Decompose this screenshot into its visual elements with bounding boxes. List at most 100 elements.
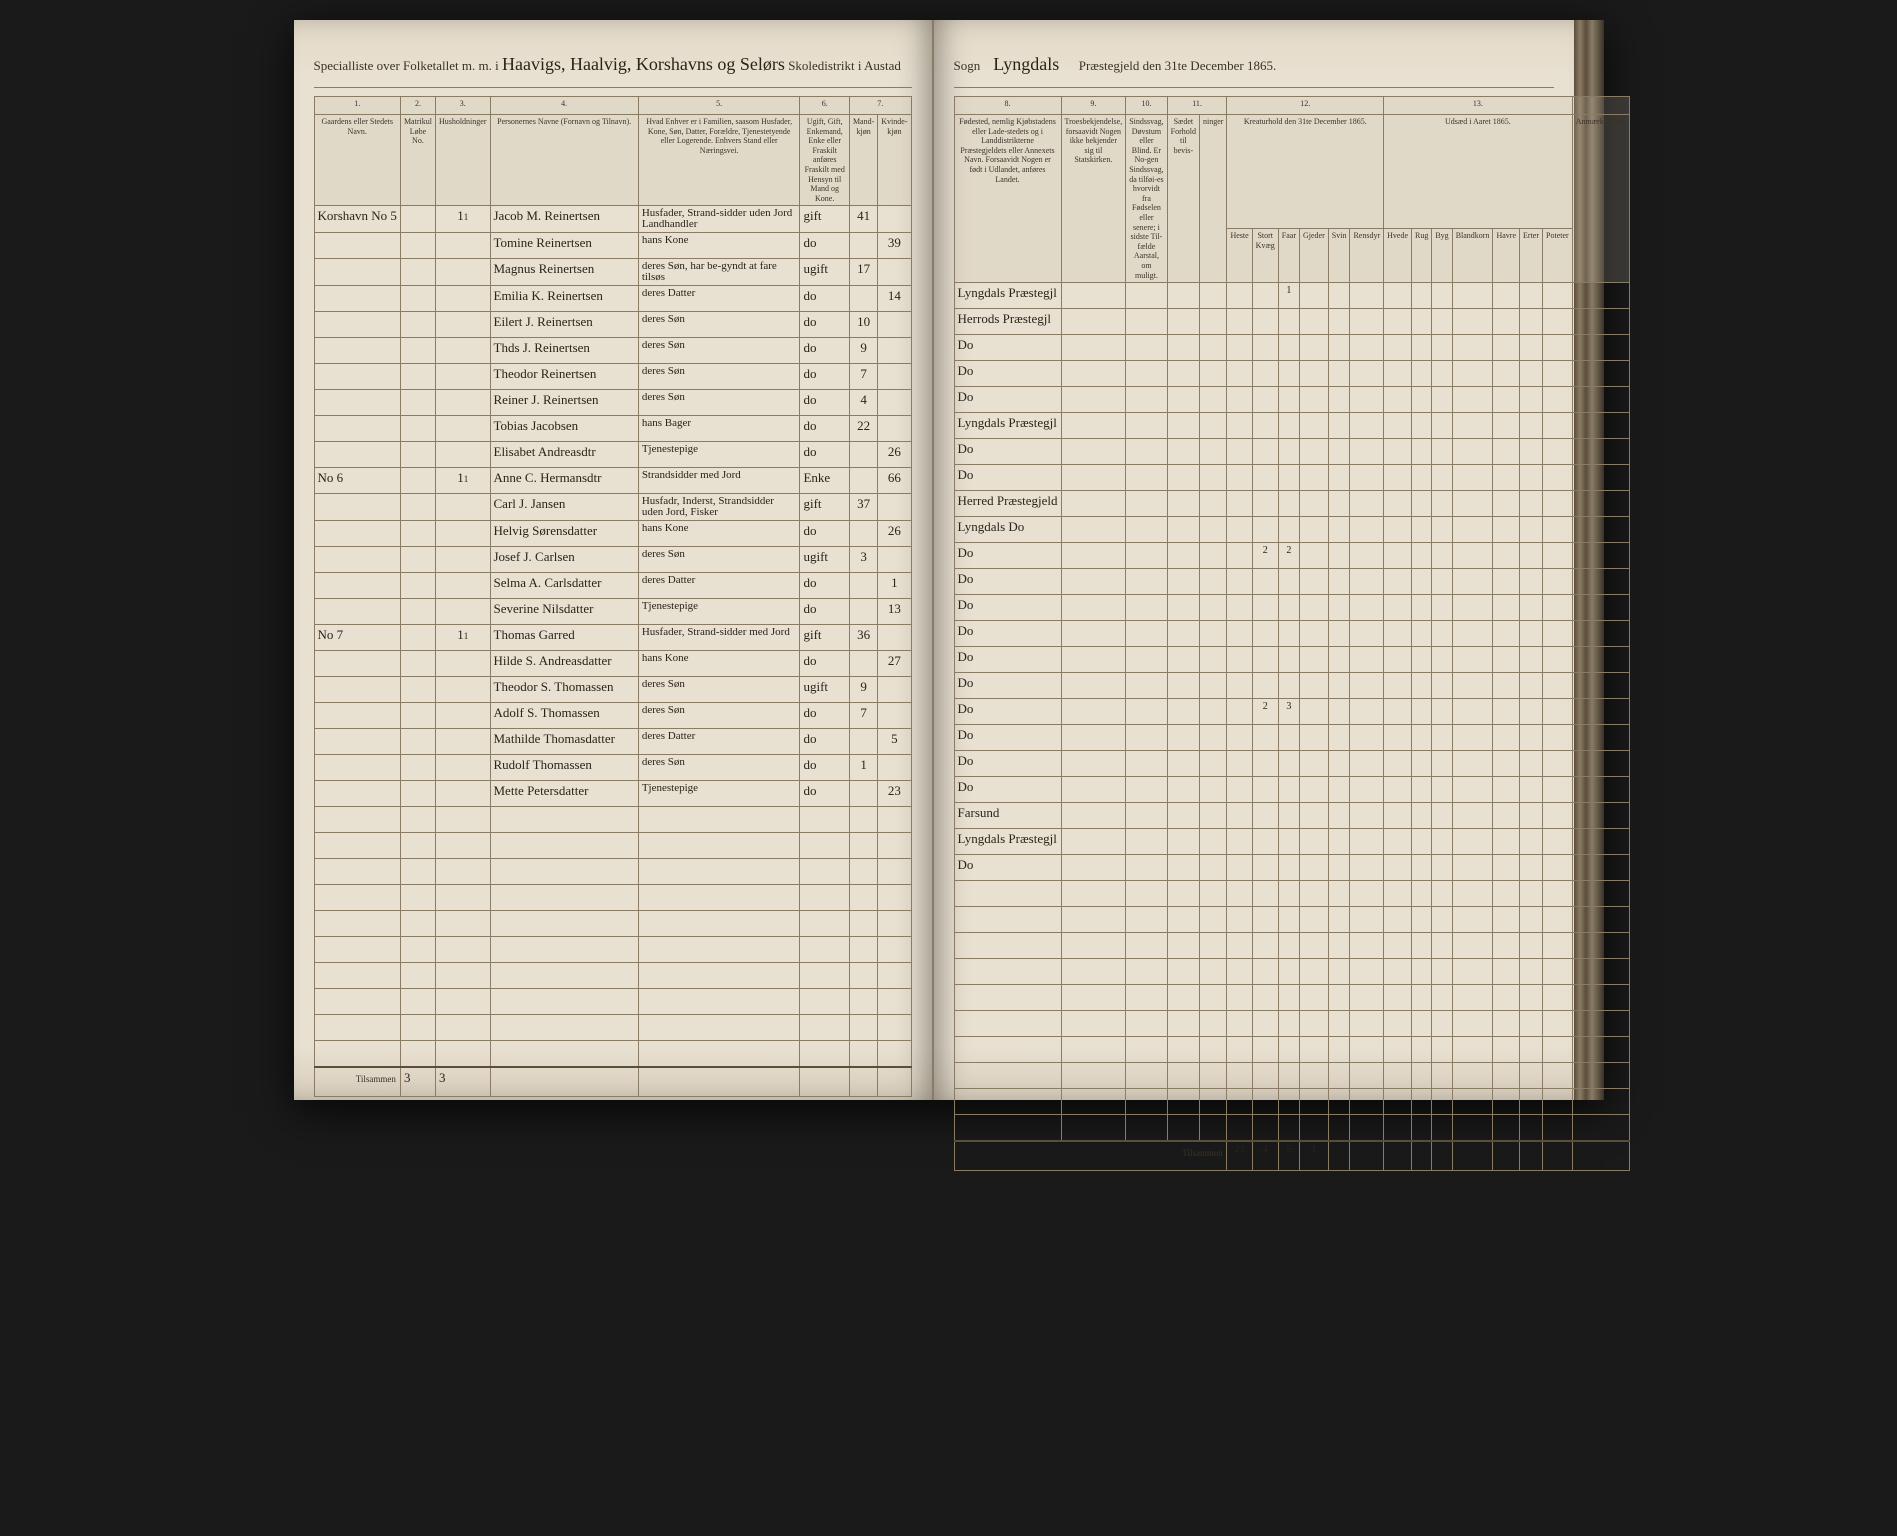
cell-gift: do [800,364,849,390]
c12-4: Svin [1328,229,1350,283]
cell-aldk: 13 [878,599,911,625]
cell-navn: Eilert J. Reinertsen [490,312,638,338]
cell-fsted: Lyngdals Do [954,517,1061,543]
cell-c12-5 [1350,569,1384,595]
table-row: Do [954,751,1629,777]
cell-11b [1200,543,1227,569]
cell-fsted: Farsund [954,803,1061,829]
c12-3: Gjeder [1300,229,1329,283]
cell-fsted: Do [954,335,1061,361]
cell-aldm [849,599,877,625]
cell-sted [314,547,400,573]
left-header: Specialliste over Folketallet m. m. i Ha… [314,50,912,88]
t12-3: 1 [1300,1141,1329,1171]
cell-11b [1200,595,1227,621]
cell-hh [435,259,490,286]
table-row: Herrods Præstegjl [954,309,1629,335]
cell-c12-0 [1227,543,1252,569]
cell-sinds [1126,621,1167,647]
table-row: Theodor Reinertsenderes Søndo7 [314,364,911,390]
cell-11b [1200,751,1227,777]
cell-troes [1061,543,1126,569]
cell-troes [1061,491,1126,517]
cell-c12-1 [1252,673,1278,699]
cell-c12-4 [1328,673,1350,699]
cell-c12-1 [1252,803,1278,829]
cell-stand: deres Søn [638,547,800,573]
cell-c12-5 [1350,829,1384,855]
table-row: Lyngdals Præstegjl [954,413,1629,439]
cell-gift: do [800,390,849,416]
table-row: Reiner J. Reinertsenderes Søndo4 [314,390,911,416]
c13-1: Rug [1412,229,1432,283]
cell-troes [1061,621,1126,647]
cell-troes [1061,569,1126,595]
cell-c12-0 [1227,725,1252,751]
cell-11b [1200,413,1227,439]
cell-stand: deres Søn [638,312,800,338]
cell-hh [435,286,490,312]
col3-h: Husholdninger [435,115,490,206]
col3-num: 3. [435,97,490,115]
cell-aldk [878,338,911,364]
cell-aldk [878,755,911,781]
cell-11a [1167,621,1199,647]
cell-aldk: 5 [878,729,911,755]
table-row: Emilia K. Reinertsenderes Datterdo14 [314,286,911,312]
cell-fsted: Do [954,725,1061,751]
cell-c12-2: 3 [1278,699,1299,725]
cell-sted [314,312,400,338]
cell-fsted: Herrods Præstegjl [954,309,1061,335]
cell-sted: No 7 [314,625,400,651]
cell-anm [1572,309,1629,335]
cell-stand: Husfader, Strand-sidder uden Jord Landha… [638,206,800,233]
cell-11a [1167,283,1199,309]
cell-sinds [1126,751,1167,777]
cell-c12-3 [1300,491,1329,517]
cell-gift: do [800,703,849,729]
cell-anm [1572,647,1629,673]
table-row: Herred Præstegjeld [954,491,1629,517]
cell-sinds [1126,517,1167,543]
cell-gift: Enke [800,468,849,494]
cell-c12-3 [1300,803,1329,829]
cell-gift: do [800,755,849,781]
cell-11b [1200,777,1227,803]
cell-c12-4 [1328,595,1350,621]
cell-stand: hans Bager [638,416,800,442]
cell-sinds [1126,283,1167,309]
cell-mat [400,206,435,233]
tilsammen-p: 3 [435,1067,490,1097]
table-row: Severine NilsdatterTjenestepigedo13 [314,599,911,625]
col13-label: Udsæd i Aaret 1865. [1384,115,1573,229]
cell-mat [400,729,435,755]
cell-anm [1572,829,1629,855]
cell-hh [435,312,490,338]
cell-c12-1 [1252,309,1278,335]
cell-aldm: 4 [849,390,877,416]
table-row: Mathilde Thomasdatterderes Datterdo5 [314,729,911,755]
cell-fsted: Do [954,855,1061,881]
cell-aldm: 10 [849,312,877,338]
table-row: Adolf S. Thomassenderes Søndo7 [314,703,911,729]
cell-hh [435,729,490,755]
cell-aldm [849,651,877,677]
cell-aldk [878,703,911,729]
cell-c12-5 [1350,751,1384,777]
cell-c12-3 [1300,855,1329,881]
cell-sinds [1126,673,1167,699]
cell-troes [1061,725,1126,751]
cell-mat [400,286,435,312]
cell-hh: 11 [435,468,490,494]
cell-11a [1167,699,1199,725]
cell-c12-3 [1300,517,1329,543]
cell-navn: Adolf S. Thomassen [490,703,638,729]
cell-c12-0 [1227,595,1252,621]
cell-stand: deres Datter [638,286,800,312]
c13-6: Poteter [1543,229,1573,283]
cell-c12-2 [1278,725,1299,751]
right-header: Sogn Lyngdals Præstegjeld den 31te Decem… [954,50,1554,88]
cell-sted [314,677,400,703]
table-row: Do [954,673,1629,699]
cell-aldm [849,521,877,547]
